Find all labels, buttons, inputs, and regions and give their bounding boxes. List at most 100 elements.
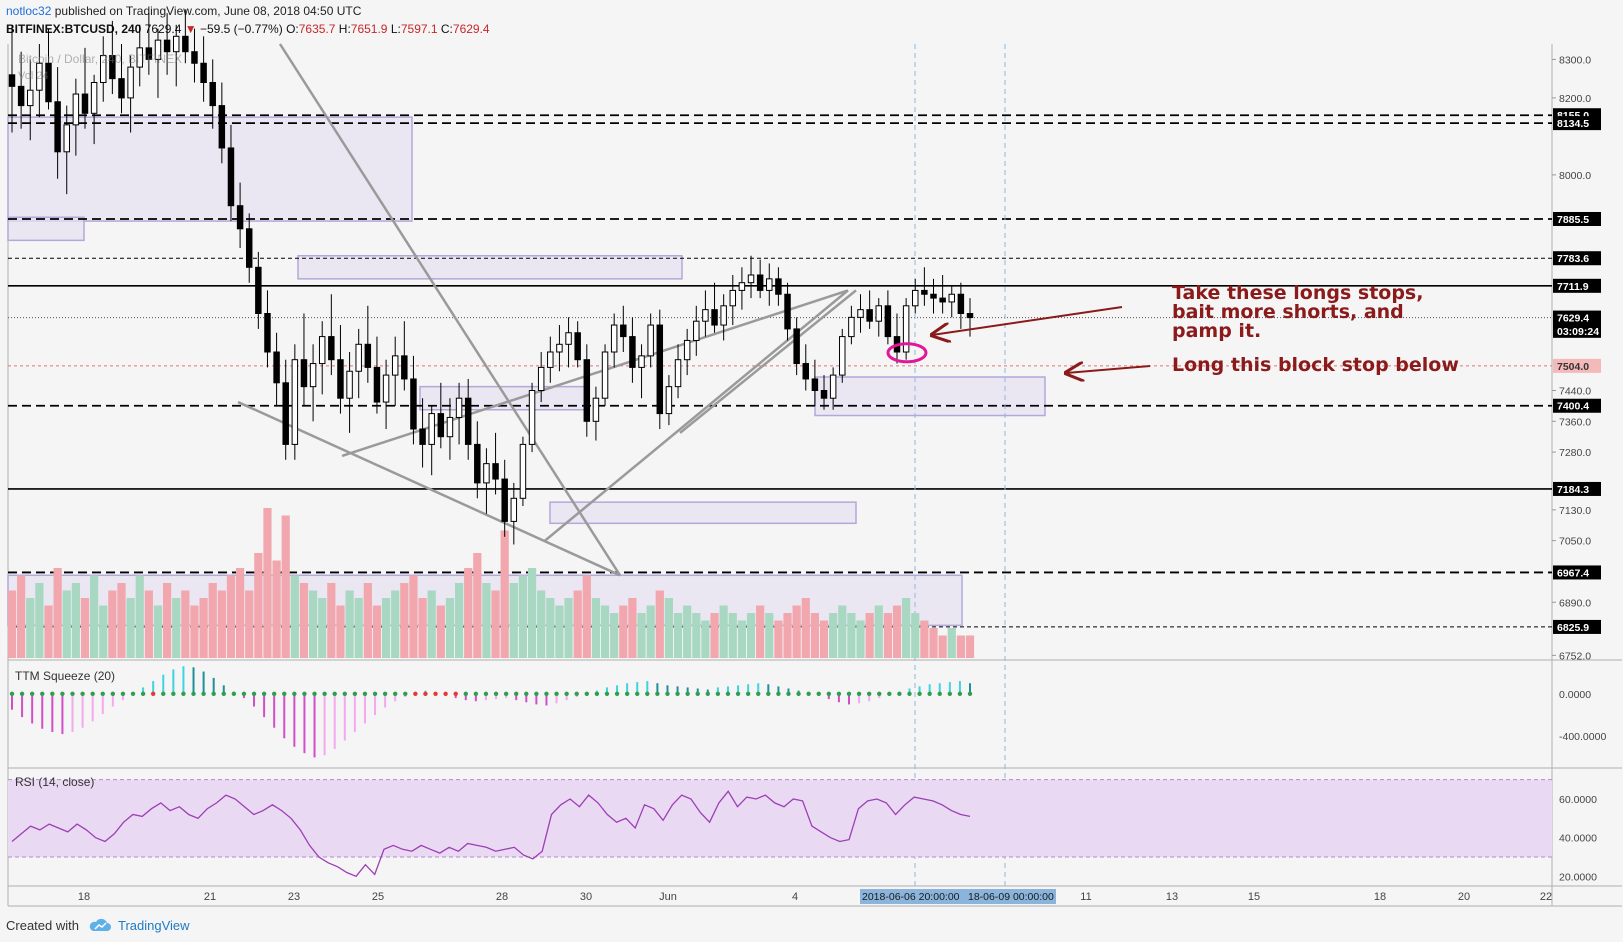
squeeze-dot: [473, 691, 479, 696]
volume-bar: [62, 590, 71, 658]
volume-bar: [874, 605, 883, 658]
volume-bar: [783, 613, 792, 658]
volume-bar: [920, 620, 929, 658]
volume-bar: [381, 598, 391, 658]
volume-bar: [181, 590, 190, 658]
candle: [17, 85, 25, 107]
price-tick-label: 6890.0: [1559, 597, 1591, 609]
x-tick-label: 15: [1248, 891, 1260, 903]
chart-header: notloc32 published on TradingView.com, J…: [0, 0, 1623, 42]
volume-bar: [610, 613, 619, 658]
candle: [401, 355, 408, 380]
level-label-bg: [1553, 565, 1601, 580]
volume-bar: [756, 605, 765, 658]
candle: [36, 62, 43, 91]
squeeze-dot: [19, 691, 25, 696]
symbol-line: BITFINEX:BTCUSD, 240 7629.4 ▼ −59.5 (−0.…: [6, 22, 490, 36]
squeeze-dot: [231, 691, 237, 696]
candle: [90, 82, 98, 114]
squeeze-dot: [342, 691, 347, 696]
volume-bar: [99, 605, 108, 658]
squeeze-dot: [181, 691, 186, 696]
squeeze-title: TTM Squeeze (20): [15, 669, 115, 683]
level-label: 03:09:24: [1557, 326, 1599, 338]
rsi-band: [8, 779, 1552, 857]
rsi-tick-label: 20.0000: [1559, 871, 1597, 883]
candle: [218, 105, 226, 149]
zone-box: [814, 376, 1046, 417]
volume-bar: [35, 583, 44, 658]
crosshair-date-label-2: 18-06-09 00:00:00: [968, 891, 1054, 903]
squeeze-dot: [635, 691, 640, 696]
volume-bar: [482, 583, 491, 658]
ghost-legend: Bitcoin / Dollar, 240, BITFINEX: [18, 52, 182, 66]
candle: [620, 324, 627, 338]
candle: [665, 386, 673, 415]
chart-canvas[interactable]: 8155.08134.57885.57783.67711.97629.403:0…: [0, 0, 1623, 908]
squeeze-dot: [423, 691, 428, 696]
candle: [957, 293, 965, 314]
volume-bar: [144, 590, 153, 658]
trend-line: [278, 43, 622, 576]
rsi-title: RSI (14, close): [15, 775, 94, 789]
volume-bar: [245, 590, 254, 658]
candle: [81, 93, 89, 114]
squeeze-dot: [120, 691, 126, 696]
candle: [902, 305, 910, 353]
candle: [72, 93, 80, 126]
candle: [510, 497, 518, 522]
volume-bar: [555, 605, 564, 658]
squeeze-dot: [221, 691, 226, 696]
price-tick-label: 6752.0: [1559, 650, 1591, 662]
x-tick-label: 23: [288, 891, 300, 903]
candle: [328, 336, 335, 361]
volume-bar: [235, 568, 245, 658]
zone-box: [7, 216, 85, 242]
volume-bar: [673, 613, 683, 658]
trend-line: [237, 400, 621, 577]
squeeze-dot: [413, 691, 418, 696]
symbol-label[interactable]: BITFINEX:BTCUSD, 240: [6, 22, 142, 36]
volume-bar: [391, 590, 400, 658]
candle: [200, 62, 207, 83]
candle: [766, 278, 773, 291]
volume-bar: [829, 613, 838, 658]
volume-bar: [701, 620, 710, 658]
volume-bar: [664, 598, 674, 658]
volume-bar: [445, 598, 455, 658]
tradingview-link[interactable]: TradingView: [118, 918, 190, 933]
volume-bar: [44, 605, 53, 658]
volume-bar: [600, 605, 610, 658]
candle: [364, 343, 372, 368]
candle: [27, 89, 34, 107]
volume-bar: [108, 590, 117, 658]
volume-bar: [810, 613, 820, 658]
candle: [145, 47, 153, 60]
squeeze-dot: [70, 691, 75, 696]
candle: [191, 51, 198, 64]
squeeze-dot: [675, 691, 680, 696]
squeeze-dot: [503, 691, 509, 696]
volume-bar: [153, 605, 163, 658]
candle: [437, 413, 445, 438]
squeeze-dot: [806, 691, 811, 696]
volume-bar: [819, 620, 829, 658]
candle: [556, 343, 563, 353]
squeeze-dot: [29, 691, 35, 696]
volume-bar: [135, 575, 144, 658]
volume-bar: [345, 590, 354, 658]
squeeze-dot: [957, 691, 963, 696]
level-label: 7711.9: [1557, 281, 1589, 293]
squeeze-dot: [796, 691, 801, 696]
author-link[interactable]: notloc32: [6, 4, 52, 18]
volume-bar: [938, 635, 947, 658]
volume-bar: [80, 598, 90, 658]
squeeze-dot: [614, 691, 620, 696]
candle: [63, 124, 70, 153]
level-label: 6967.4: [1557, 567, 1589, 579]
candle: [118, 78, 125, 99]
squeeze-dot: [312, 691, 317, 696]
candle: [537, 366, 545, 391]
squeeze-dot: [645, 691, 650, 696]
squeeze-dot: [665, 691, 670, 696]
